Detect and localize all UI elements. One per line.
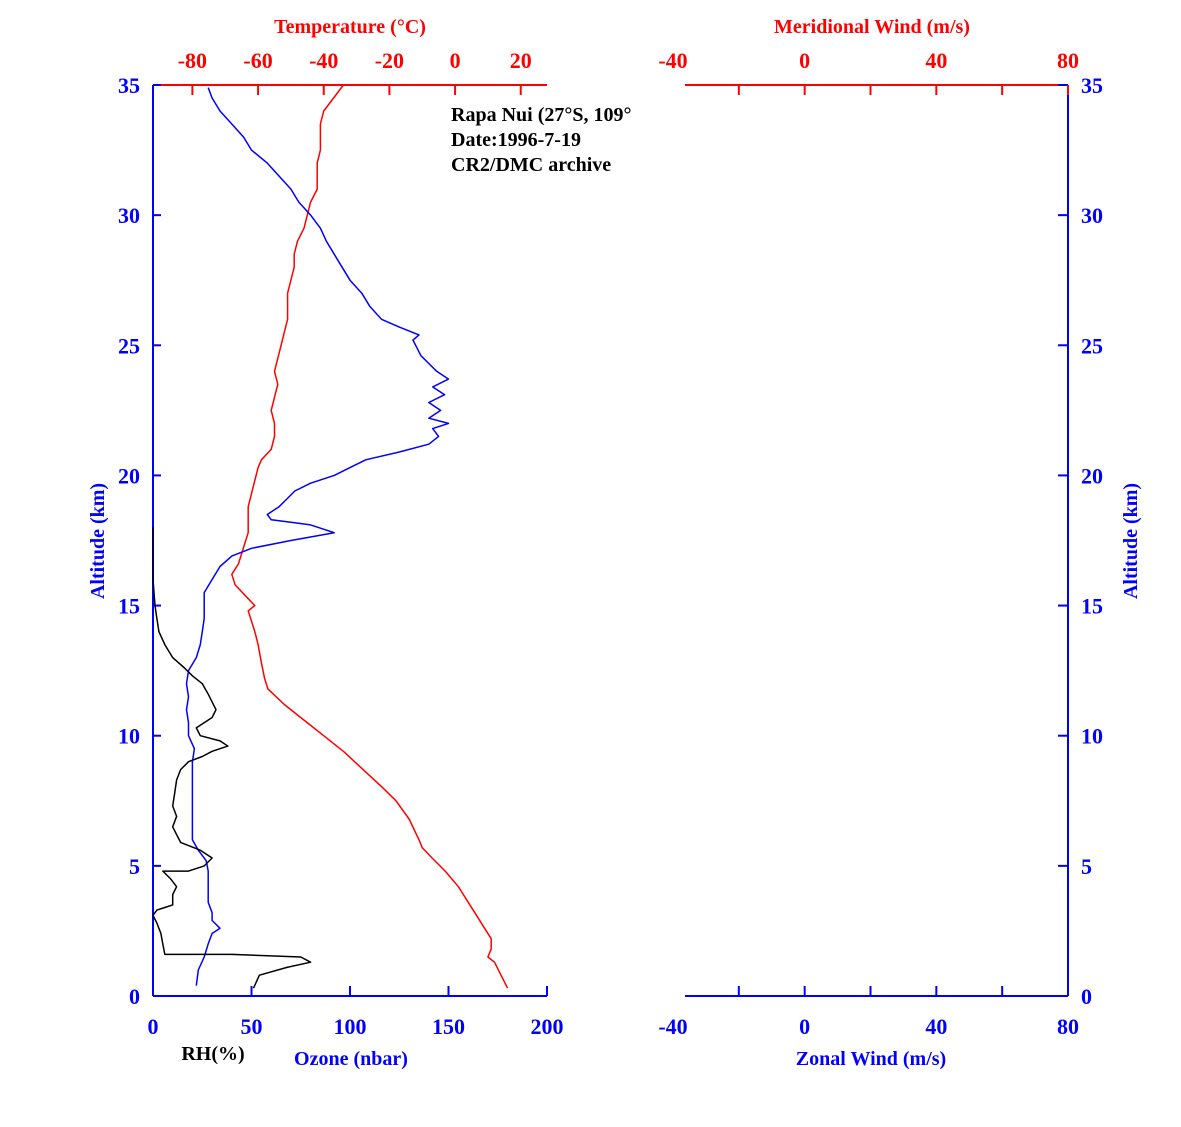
left-y-tick-label: 20 [118,463,140,488]
meridional-wind-axis-title: Meridional Wind (m/s) [774,16,970,38]
meridional-wind-ticks: -40 0 40 80 [658,48,1079,95]
right-y-tick-label: 15 [1081,594,1103,619]
meridional-wind-tick-label: -40 [658,48,687,73]
bottom-x-tick-label: 0 [148,1014,159,1039]
left-y-tick-label: 10 [118,724,140,749]
right-altitude-axis-title: Altitude (km) [1120,483,1142,599]
zonal-wind-tick-label: 80 [1057,1014,1079,1039]
zonal-wind-tick-label: 0 [799,1014,810,1039]
zonal-wind-tick-label: 40 [925,1014,947,1039]
meridional-wind-tick-label: 0 [799,48,810,73]
right-y-tick-label: 5 [1081,854,1092,879]
station-annotation: Rapa Nui (27°S, 109° [451,104,631,126]
profile-lines [152,84,509,989]
right-y-tick-label: 35 [1081,73,1103,98]
rh-axis-title: RH(%) [181,1043,244,1065]
left-y-tick-label: 35 [118,73,140,98]
zonal-wind-tick-label: -40 [658,1014,687,1039]
bottom-x-tick-label: 50 [241,1014,263,1039]
left-y-tick-label: 25 [118,333,140,358]
right-y-tick-label: 10 [1081,724,1103,749]
temperature-x-ticks: -80 -60 -40 -20 0 20 [178,48,532,95]
temperature-tick-label: -60 [243,48,272,73]
left-y-tick-label: 5 [129,854,140,879]
bottom-x-tick-label: 200 [531,1014,564,1039]
temperature-profile-line [231,84,509,989]
meridional-wind-tick-label: 80 [1057,48,1079,73]
ozone-axis-title: Ozone (nbar) [294,1048,408,1070]
left-y-tick-label: 30 [118,203,140,228]
left-altitude-axis-title: Altitude (km) [87,483,109,599]
bottom-x-tick-label: 150 [432,1014,465,1039]
right-y-tick-label: 0 [1081,984,1092,1009]
left-y-tick-label: 0 [129,984,140,1009]
right-panel: 0 5 10 15 20 25 30 35 -40 0 40 80 -40 0 40 80 Meridio… [658,16,1142,1070]
ozone-x-ticks: 0 50 100 150 200 [148,986,564,1039]
right-y-ticks: 0 5 10 15 20 25 30 35 [1058,73,1103,1009]
ozone-profile-line [185,87,450,986]
zonal-wind-ticks: -40 0 40 80 [658,986,1079,1039]
temperature-tick-label: -80 [178,48,207,73]
right-y-tick-label: 30 [1081,203,1103,228]
rh-profile-line [152,527,312,989]
archive-annotation: CR2/DMC archive [451,154,611,176]
right-y-tick-label: 20 [1081,463,1103,488]
temperature-tick-label: -40 [309,48,338,73]
left-y-tick-label: 15 [118,594,140,619]
temperature-tick-label: -20 [375,48,404,73]
temperature-tick-label: 0 [450,48,461,73]
date-annotation: Date:1996-7-19 [451,129,581,151]
temperature-tick-label: 20 [510,48,532,73]
meridional-wind-tick-label: 40 [925,48,947,73]
bottom-x-tick-label: 100 [334,1014,367,1039]
temperature-axis-title: Temperature (°C) [274,16,426,38]
left-y-ticks: 0 5 10 15 20 25 30 35 [118,73,161,1009]
right-y-tick-label: 25 [1081,333,1103,358]
zonal-wind-axis-title: Zonal Wind (m/s) [796,1048,946,1070]
